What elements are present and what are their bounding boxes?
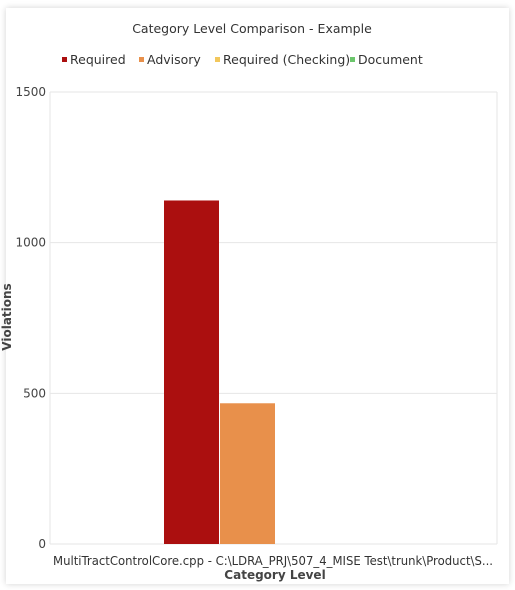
- chart-title: Category Level Comparison - Example: [132, 21, 372, 36]
- legend-swatch-0: [62, 57, 67, 62]
- legend-swatch-2: [215, 57, 220, 62]
- bar-1-0: [220, 403, 275, 544]
- bars: [164, 200, 275, 545]
- y-tick-label-1: 500: [23, 386, 46, 400]
- y-tick-label-3: 1500: [15, 85, 46, 99]
- legend-swatch-3: [350, 57, 355, 62]
- legend-label-0: Required: [70, 52, 126, 67]
- legend-swatch-1: [139, 57, 144, 62]
- bar-0-0: [164, 200, 219, 545]
- x-axis-categories: MultiTractControlCore.cpp - C:\LDRA_PRJ\…: [53, 554, 493, 568]
- legend: Required Advisory Required (Checking) Docum…: [62, 52, 423, 67]
- x-axis-title: Category Level: [224, 568, 325, 582]
- y-tick-label-2: 1000: [15, 236, 46, 250]
- gridlines: [49, 91, 498, 545]
- legend-label-2: Required (Checking): [223, 52, 350, 67]
- y-axis-ticks: 0 500 1000 1500: [15, 85, 46, 551]
- legend-label-1: Advisory: [147, 52, 201, 67]
- y-tick-label-0: 0: [38, 537, 46, 551]
- y-axis-title: Violations: [0, 283, 14, 350]
- x-category-label-0: MultiTractControlCore.cpp - C:\LDRA_PRJ\…: [53, 554, 493, 568]
- legend-label-3: Document: [358, 52, 423, 67]
